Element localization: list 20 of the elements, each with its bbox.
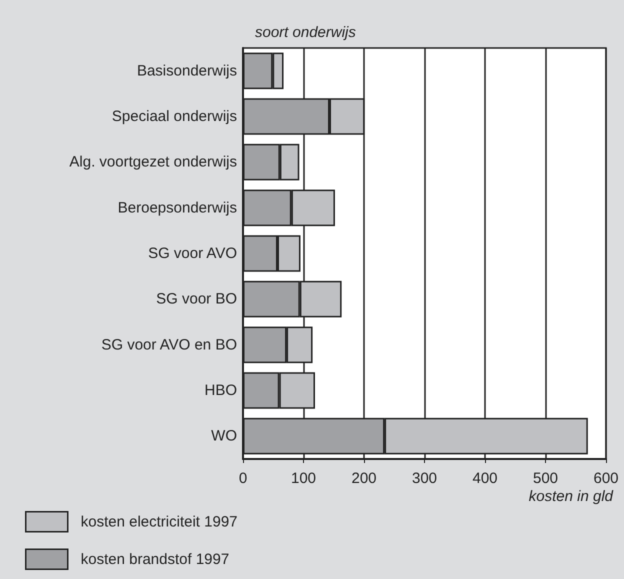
x-tick-label: 500 bbox=[532, 470, 558, 487]
legend-label: kosten brandstof 1997 bbox=[80, 550, 230, 568]
x-axis-title: kosten in gld bbox=[528, 488, 614, 505]
x-tick-label: 600 bbox=[593, 470, 619, 487]
y-tick-label: WO bbox=[211, 428, 237, 445]
y-axis-title: soort onderwijs bbox=[255, 24, 356, 41]
x-tick-label: 400 bbox=[472, 470, 498, 487]
y-tick-label: Basisonderwijs bbox=[136, 62, 237, 80]
x-tick-label: 300 bbox=[412, 470, 438, 487]
y-tick-label: HBO bbox=[204, 382, 237, 399]
y-tick-label: Beroepsonderwijs bbox=[118, 199, 237, 216]
x-tick-label: 100 bbox=[290, 470, 316, 487]
x-tick-label: 0 bbox=[238, 470, 248, 487]
y-tick-label: SG voor AVO bbox=[148, 245, 237, 262]
legend-label: kosten electriciteit 1997 bbox=[80, 513, 238, 530]
y-tick-label: SG voor AVO en BO bbox=[101, 336, 237, 354]
y-tick-label: SG voor BO bbox=[156, 290, 237, 308]
y-tick-label: Alg. voortgezet onderwijs bbox=[69, 154, 237, 171]
y-tick-label: Speciaal onderwijs bbox=[112, 108, 237, 125]
x-tick-label: 200 bbox=[351, 470, 377, 487]
